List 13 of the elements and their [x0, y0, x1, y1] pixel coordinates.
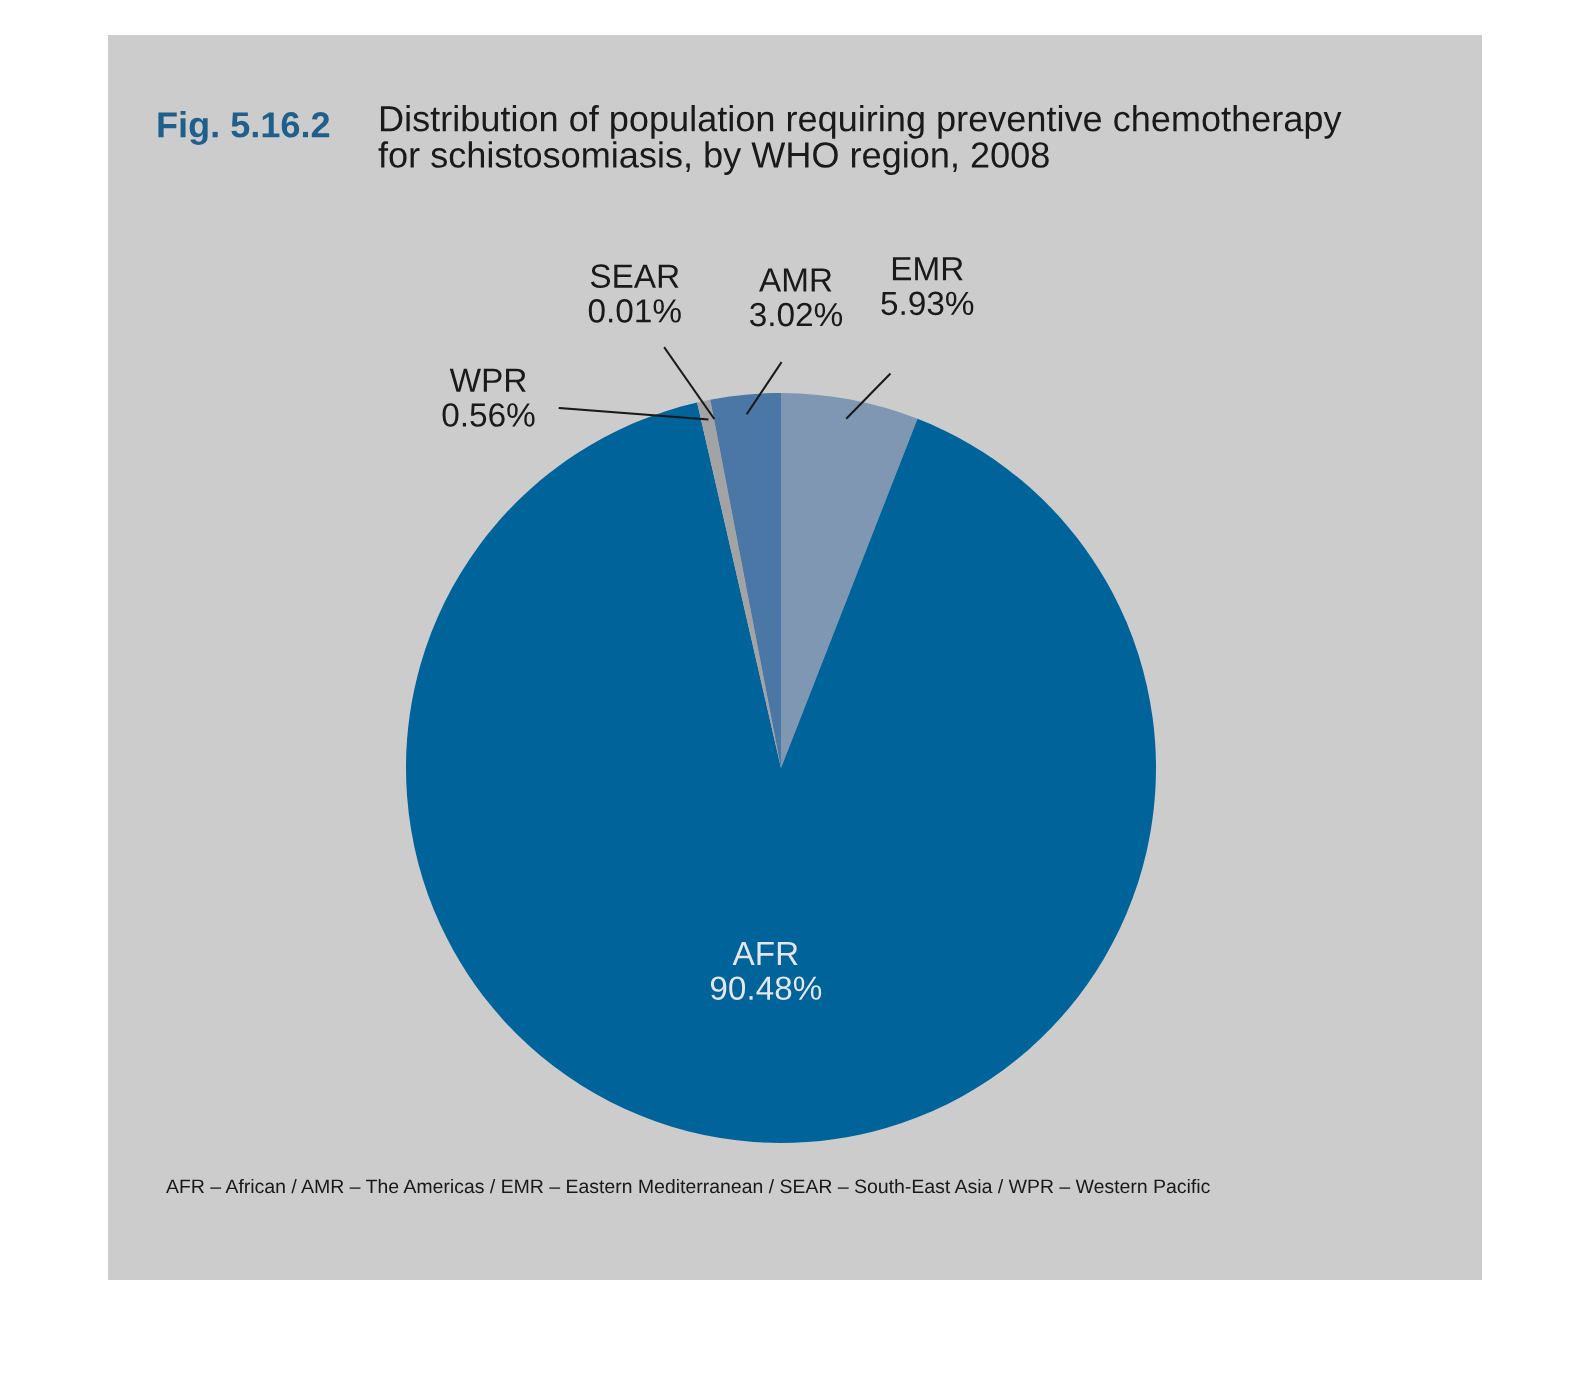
chart-subtitle: Distribution of population requiring preventive chemotherapy for schistosomiasis, by WHO region, 2008 [378, 105, 1342, 175]
slice-label: AFR [732, 942, 798, 965]
slice-label: AMR [759, 268, 832, 292]
chart-title: Fig. 5.16.2 [158, 111, 330, 145]
slice-label: WPR [449, 368, 526, 392]
data-label: 5.93% [881, 291, 974, 316]
data-label: 90.48% [710, 976, 822, 1000]
text: AFR – African / AMR – The Americas / EMR – Eastern Mediterranean / SEAR – South-East Asia / WPR – Western Pacific [166, 1178, 1210, 1194]
slice-label: SEAR [590, 264, 679, 288]
data-label: 3.02% [750, 302, 843, 327]
slice-label: EMR [892, 257, 963, 281]
data-label: 0.56% [442, 403, 535, 427]
data-label: 0.01% [588, 299, 681, 323]
